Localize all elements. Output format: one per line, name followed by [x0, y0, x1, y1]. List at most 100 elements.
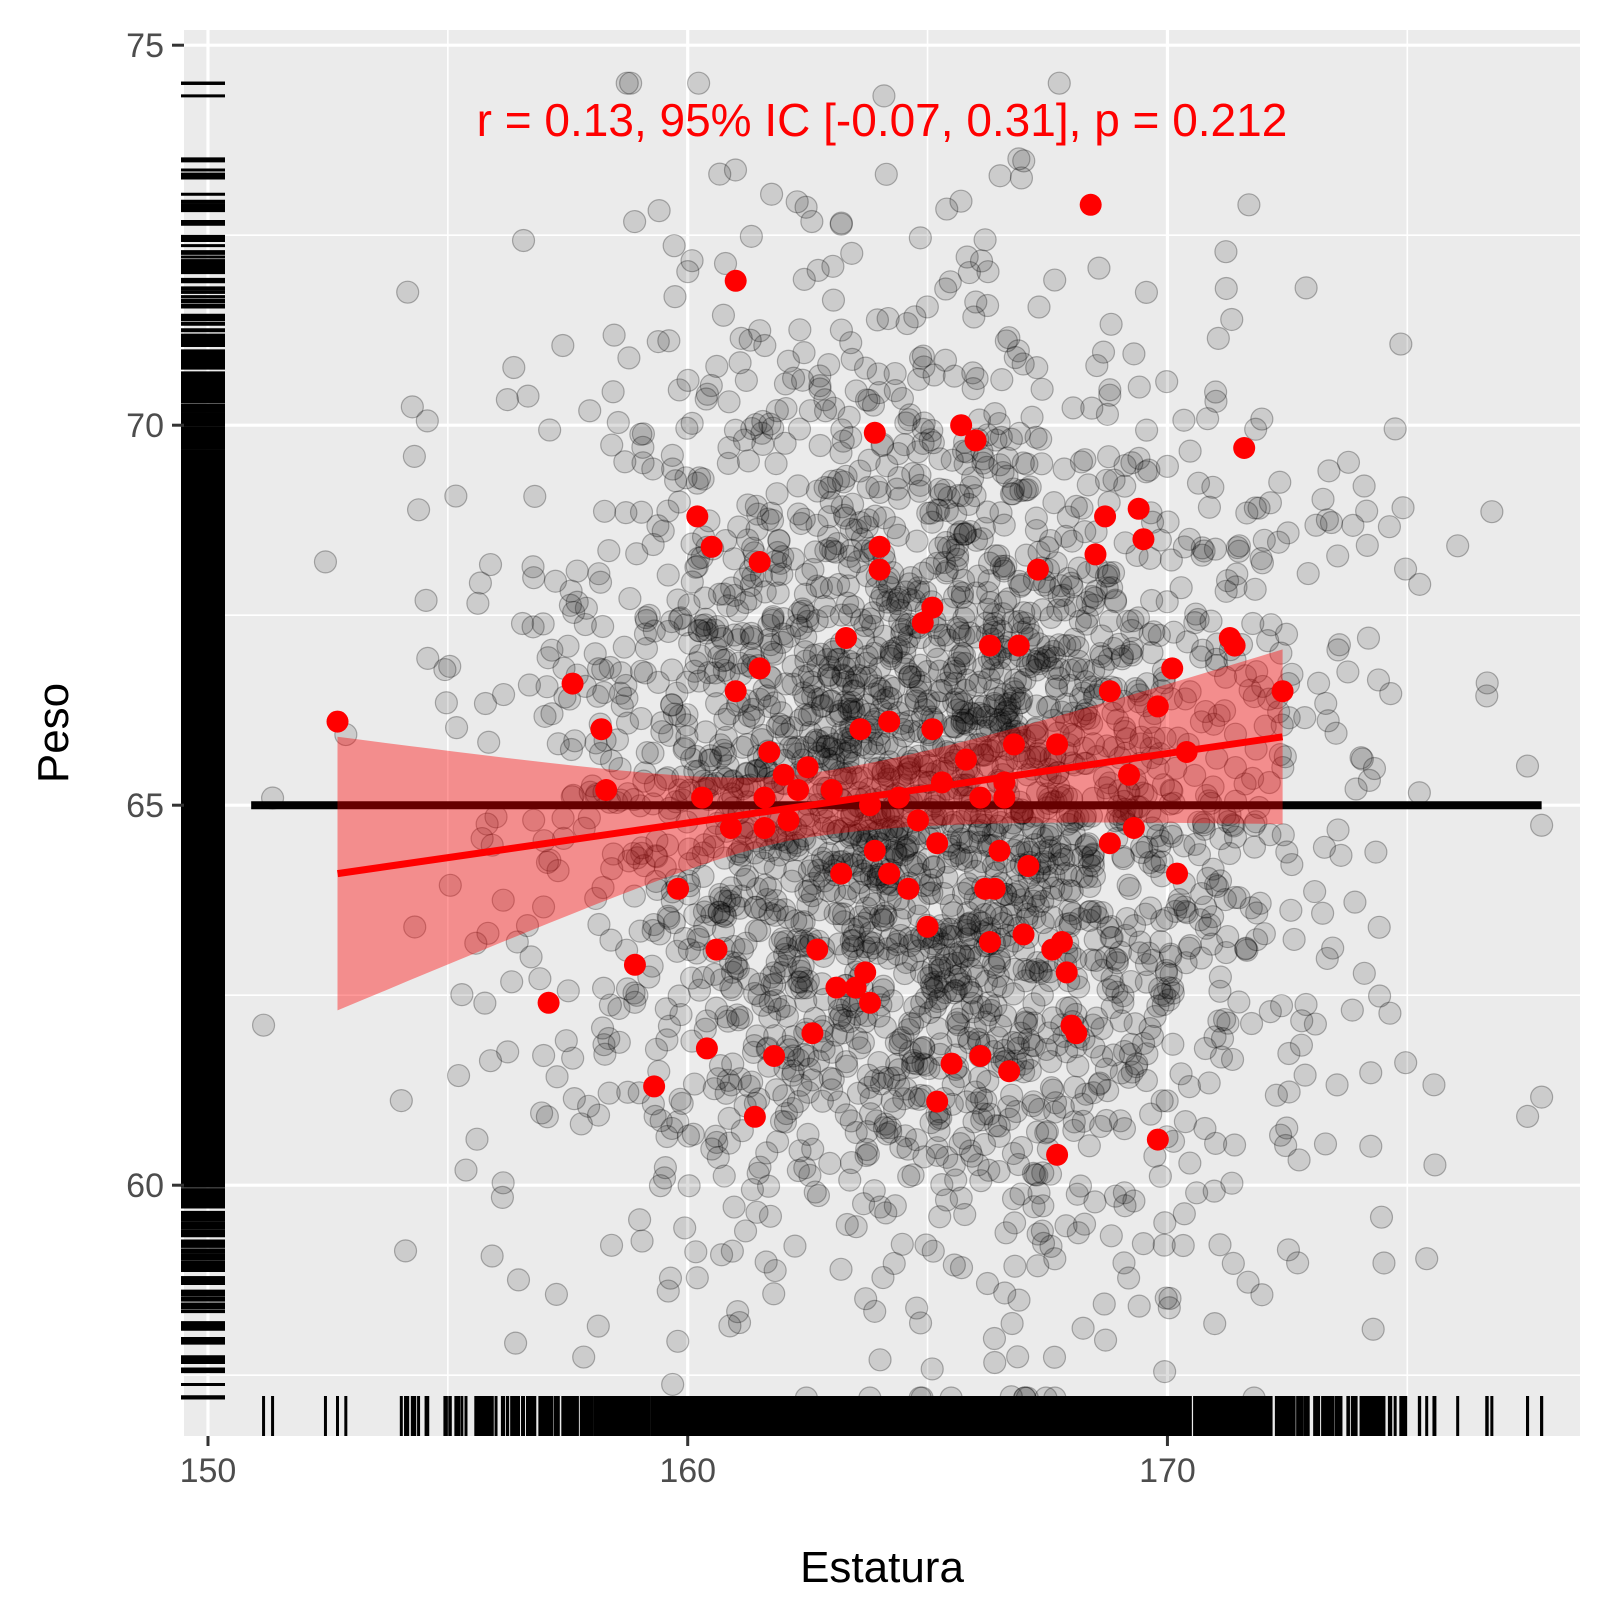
cloud-point — [1000, 1311, 1024, 1336]
cloud-point — [966, 564, 990, 588]
cloud-point — [1060, 575, 1084, 599]
cloud-point — [872, 624, 896, 648]
cloud-point — [781, 672, 805, 696]
cloud-point — [1090, 1016, 1114, 1041]
cloud-point — [1248, 891, 1272, 915]
cloud-point — [477, 730, 501, 754]
cloud-point — [1039, 822, 1063, 846]
cloud-point — [925, 1136, 949, 1160]
cloud-point — [565, 559, 589, 583]
cloud-point — [631, 435, 655, 459]
cloud-point — [999, 427, 1023, 451]
cloud-point — [1206, 326, 1230, 350]
cloud-point — [773, 994, 797, 1018]
cloud-point — [1280, 852, 1304, 877]
cloud-point — [774, 396, 798, 421]
cloud-point — [491, 1171, 515, 1195]
cloud-point — [1344, 777, 1368, 801]
cloud-point — [908, 473, 932, 497]
cloud-point — [1001, 610, 1025, 634]
cloud-point — [1415, 1247, 1439, 1271]
sample-point — [724, 680, 747, 703]
cloud-point — [1134, 952, 1159, 977]
cloud-point — [650, 720, 674, 744]
cloud-point — [1162, 620, 1186, 644]
cloud-point — [664, 469, 688, 493]
cloud-point — [1239, 1011, 1264, 1036]
cloud-point — [1160, 824, 1184, 848]
cloud-point — [1282, 927, 1306, 952]
cloud-point — [1161, 1032, 1185, 1056]
cloud-point — [1480, 500, 1504, 524]
cloud-point — [1094, 468, 1119, 492]
cloud-point — [868, 1348, 892, 1372]
cloud-point — [731, 777, 755, 801]
cloud-point — [739, 224, 763, 248]
cloud-point — [982, 1326, 1007, 1351]
cloud-point — [591, 976, 616, 1000]
cloud-point — [714, 1081, 738, 1105]
cloud-point — [1031, 1194, 1055, 1218]
cloud-point — [1011, 451, 1035, 475]
cloud-point — [708, 162, 732, 186]
cloud-point — [613, 450, 637, 474]
cloud-point — [1475, 684, 1499, 708]
cloud-point — [993, 1281, 1017, 1305]
cloud-point — [1113, 1194, 1137, 1218]
cloud-point — [1031, 889, 1055, 914]
sample-point — [326, 710, 349, 733]
cloud-point — [521, 555, 545, 579]
cloud-point — [962, 305, 986, 329]
cloud-point — [1273, 745, 1297, 769]
cloud-point — [1073, 448, 1097, 472]
sample-point — [1271, 680, 1294, 703]
cloud-point — [519, 945, 543, 969]
cloud-point — [768, 931, 792, 955]
cloud-point — [796, 893, 820, 917]
cloud-point — [516, 384, 540, 408]
cloud-point — [987, 1114, 1011, 1138]
sample-point — [998, 1060, 1021, 1083]
cloud-point — [712, 658, 736, 682]
cloud-point — [1186, 607, 1210, 632]
cloud-point — [778, 838, 802, 862]
cloud-point — [949, 827, 974, 851]
cloud-point — [1341, 513, 1365, 537]
cloud-point — [853, 356, 878, 380]
cloud-point — [1237, 193, 1261, 217]
cloud-point — [578, 399, 602, 423]
cloud-point — [1303, 879, 1327, 904]
cloud-point — [599, 749, 624, 773]
cloud-point — [1266, 530, 1291, 554]
cloud-point — [950, 585, 974, 610]
cloud-point — [840, 241, 864, 265]
cloud-point — [1113, 453, 1137, 478]
cloud-point — [1198, 913, 1222, 937]
cloud-point — [586, 1103, 611, 1127]
cloud-point — [1336, 450, 1361, 474]
sample-point — [595, 779, 618, 801]
cloud-point — [1243, 577, 1267, 601]
cloud-point — [556, 634, 580, 658]
cloud-point — [1173, 1110, 1197, 1134]
cloud-point — [668, 704, 692, 728]
cloud-point — [1377, 515, 1402, 539]
cloud-point — [495, 387, 519, 412]
sample-point — [921, 596, 944, 619]
cloud-point — [976, 260, 1000, 284]
cloud-point — [711, 303, 736, 327]
cloud-point — [737, 704, 761, 728]
sample-point — [667, 877, 690, 900]
cloud-point — [776, 349, 801, 373]
cloud-point — [629, 706, 653, 731]
cloud-point — [926, 691, 950, 715]
cloud-point — [1214, 579, 1238, 603]
cloud-point — [1089, 645, 1114, 669]
cloud-point — [1006, 1345, 1030, 1369]
cloud-point — [974, 1088, 998, 1113]
cloud-point — [1082, 864, 1107, 888]
cloud-point — [313, 550, 338, 574]
cloud-point — [808, 433, 832, 458]
sample-point — [926, 832, 949, 855]
cloud-point — [1258, 1000, 1282, 1024]
